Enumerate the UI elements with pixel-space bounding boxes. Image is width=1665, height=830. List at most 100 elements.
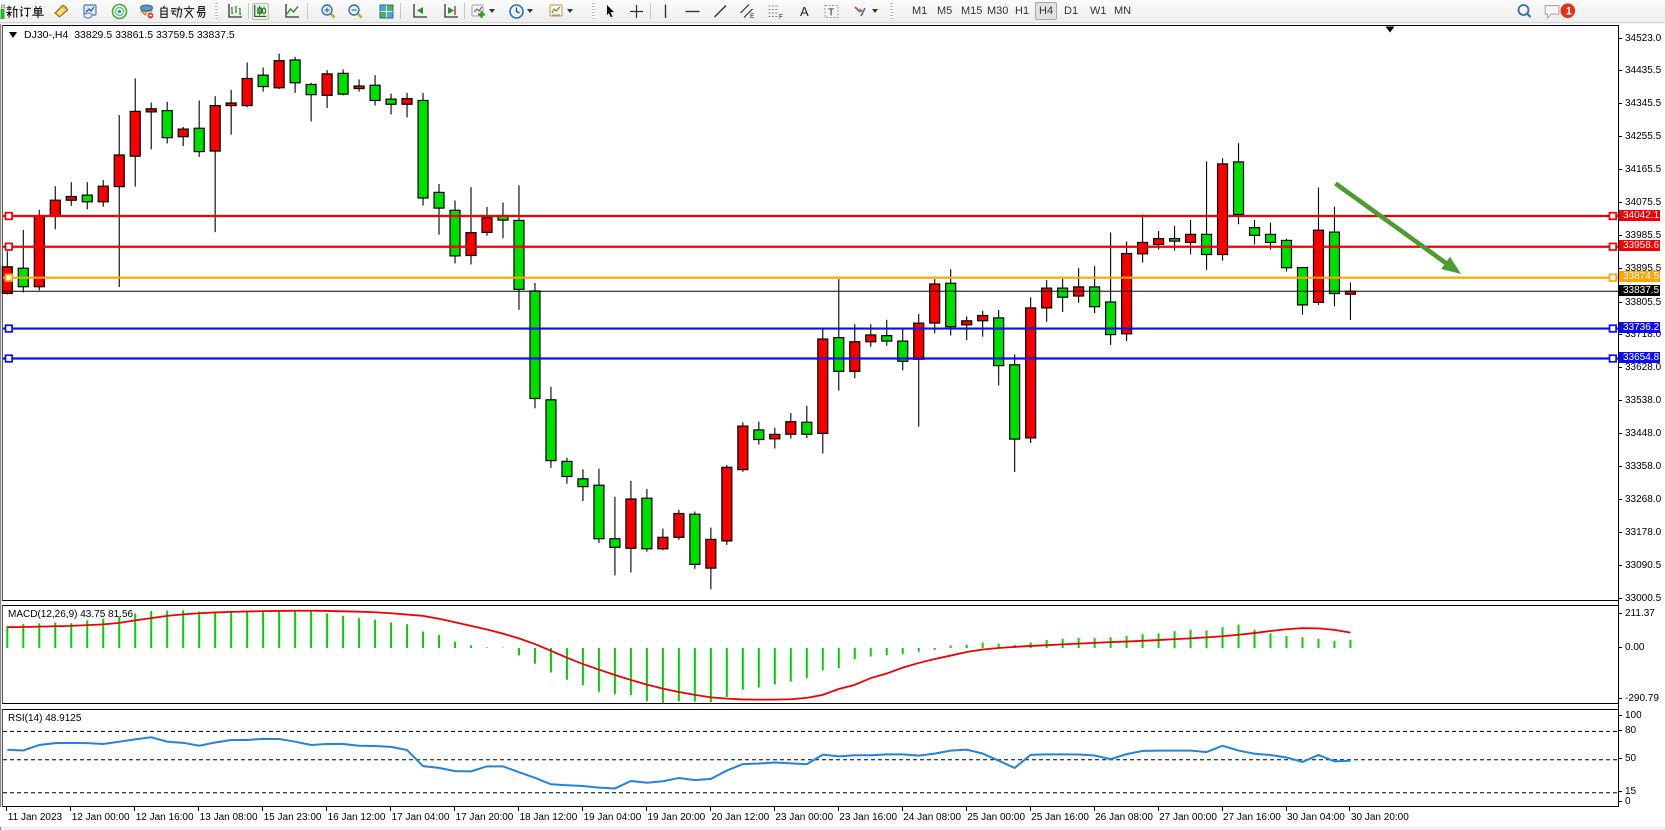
candle-body[interactable] <box>657 536 669 550</box>
candle-body[interactable] <box>785 421 797 435</box>
candle-body[interactable] <box>1232 161 1245 216</box>
candle-body[interactable] <box>721 466 733 542</box>
tf-m1[interactable]: M1 <box>912 5 928 17</box>
candle-body[interactable] <box>1184 233 1197 244</box>
time-axis[interactable]: 11 Jan 2023 12 Jan 00:00 12 Jan 16:00 13 Ja… <box>0 807 1665 827</box>
candle-body[interactable] <box>353 85 365 90</box>
candle-body[interactable] <box>1025 307 1037 439</box>
macd-panel[interactable]: MACD(12,26,9) 43.75 81.56 <box>2 605 1618 704</box>
tile-windows-icon[interactable] <box>378 3 395 20</box>
candle-body[interactable] <box>1152 238 1165 246</box>
autotrading-icon[interactable] <box>138 3 155 20</box>
tf-h1[interactable]: H1 <box>1015 5 1030 17</box>
candlestick-chart-icon[interactable] <box>252 3 269 20</box>
candle-body[interactable] <box>49 199 61 217</box>
candle-body[interactable] <box>753 429 765 441</box>
candle-body[interactable] <box>625 498 637 549</box>
bar-chart-icon[interactable] <box>227 3 244 20</box>
zoom-out-icon[interactable] <box>347 3 364 20</box>
candle-body[interactable] <box>1041 287 1053 309</box>
candle-body[interactable] <box>977 314 989 322</box>
text-icon[interactable]: A <box>796 3 813 20</box>
tf-mn[interactable]: MN <box>1114 5 1132 17</box>
candle-body[interactable] <box>193 127 205 153</box>
candle-body[interactable] <box>945 282 957 328</box>
candle-body[interactable] <box>545 399 557 462</box>
fibonacci-icon[interactable]: F <box>767 3 784 21</box>
arrows-icon[interactable] <box>852 3 869 20</box>
candle-body[interactable] <box>97 185 109 203</box>
candle-body[interactable] <box>929 283 941 324</box>
candle-body[interactable] <box>593 484 605 540</box>
open-prices-icon[interactable] <box>53 3 70 20</box>
candle-body[interactable] <box>1120 252 1133 335</box>
text-label-icon[interactable]: T <box>823 3 840 20</box>
candle-body[interactable] <box>817 338 829 435</box>
tf-h4[interactable]: H4 <box>1035 2 1058 20</box>
candle-body[interactable] <box>849 341 861 372</box>
hline-anchor-marker[interactable] <box>4 273 13 282</box>
candle-body[interactable] <box>561 460 573 478</box>
vertical-line-icon[interactable] <box>657 3 674 20</box>
candle-body[interactable] <box>1216 163 1229 256</box>
candle-body[interactable] <box>1296 266 1309 306</box>
candle-body[interactable] <box>337 72 349 95</box>
chat-icon[interactable]: 1 <box>1541 3 1581 20</box>
candle-body[interactable] <box>641 497 653 550</box>
candle-body[interactable] <box>161 109 173 139</box>
candle-body[interactable] <box>113 154 125 188</box>
crosshair-icon[interactable] <box>628 3 645 20</box>
search-icon[interactable] <box>1516 3 1533 20</box>
candle-body[interactable] <box>1248 227 1261 236</box>
candle-body[interactable] <box>961 320 973 326</box>
candle-body[interactable] <box>1280 239 1293 269</box>
auto-scroll-icon[interactable] <box>443 3 460 20</box>
hline-anchor-marker[interactable] <box>1608 324 1617 333</box>
periods-icon[interactable] <box>508 3 525 20</box>
arrows-dropdown-caret[interactable] <box>872 9 878 13</box>
hline-anchor-marker[interactable] <box>4 242 13 251</box>
arrow-object[interactable] <box>1334 181 1462 275</box>
candlestick-chart[interactable] <box>1 26 1619 600</box>
indicators-dropdown-caret[interactable] <box>489 9 495 13</box>
shift-end-marker[interactable] <box>1385 26 1395 33</box>
tf-m5[interactable]: M5 <box>937 5 953 17</box>
candle-body[interactable] <box>33 215 45 288</box>
candle-body[interactable] <box>241 77 253 107</box>
tf-d1[interactable]: D1 <box>1064 5 1079 17</box>
candle-body[interactable] <box>401 98 413 105</box>
candle-body[interactable] <box>577 478 589 488</box>
tf-w1[interactable]: W1 <box>1090 5 1107 17</box>
new-order-icon[interactable] <box>0 3 5 20</box>
tf-m30[interactable]: M30 <box>987 5 1009 17</box>
candle-body[interactable] <box>145 108 157 113</box>
candle-body[interactable] <box>833 337 845 372</box>
candle-body[interactable] <box>385 98 397 105</box>
candle-body[interactable] <box>289 59 301 84</box>
candle-body[interactable] <box>321 73 333 96</box>
candle-body[interactable] <box>1057 287 1069 298</box>
price-axis[interactable]: 34523.0 34435.5 34345.5 34255.5 34165.5 34075… <box>1618 24 1665 807</box>
candle-body[interactable] <box>1105 301 1117 336</box>
candle-body[interactable] <box>417 99 429 199</box>
indicators-icon[interactable] <box>470 3 487 20</box>
rsi-chart[interactable] <box>3 710 1619 806</box>
candle-body[interactable] <box>1009 364 1021 440</box>
candle-body[interactable] <box>865 334 877 343</box>
candle-body[interactable] <box>1264 233 1277 244</box>
signals-icon[interactable] <box>111 3 128 20</box>
tf-m15[interactable]: M15 <box>961 5 983 17</box>
candle-body[interactable] <box>769 433 781 440</box>
candle-body[interactable] <box>529 290 541 400</box>
market-watch-icon[interactable] <box>82 3 99 20</box>
candle-body[interactable] <box>1200 233 1213 256</box>
hline-anchor-marker[interactable] <box>4 324 13 333</box>
macd-chart[interactable] <box>3 606 1619 703</box>
templates-icon[interactable] <box>548 3 565 20</box>
horizontal-line-icon[interactable] <box>684 3 701 20</box>
candle-body[interactable] <box>209 104 221 152</box>
candle-body[interactable] <box>465 231 477 257</box>
candle-body[interactable] <box>881 335 893 342</box>
collapse-triangle-icon[interactable] <box>9 32 17 38</box>
candle-body[interactable] <box>689 513 701 565</box>
